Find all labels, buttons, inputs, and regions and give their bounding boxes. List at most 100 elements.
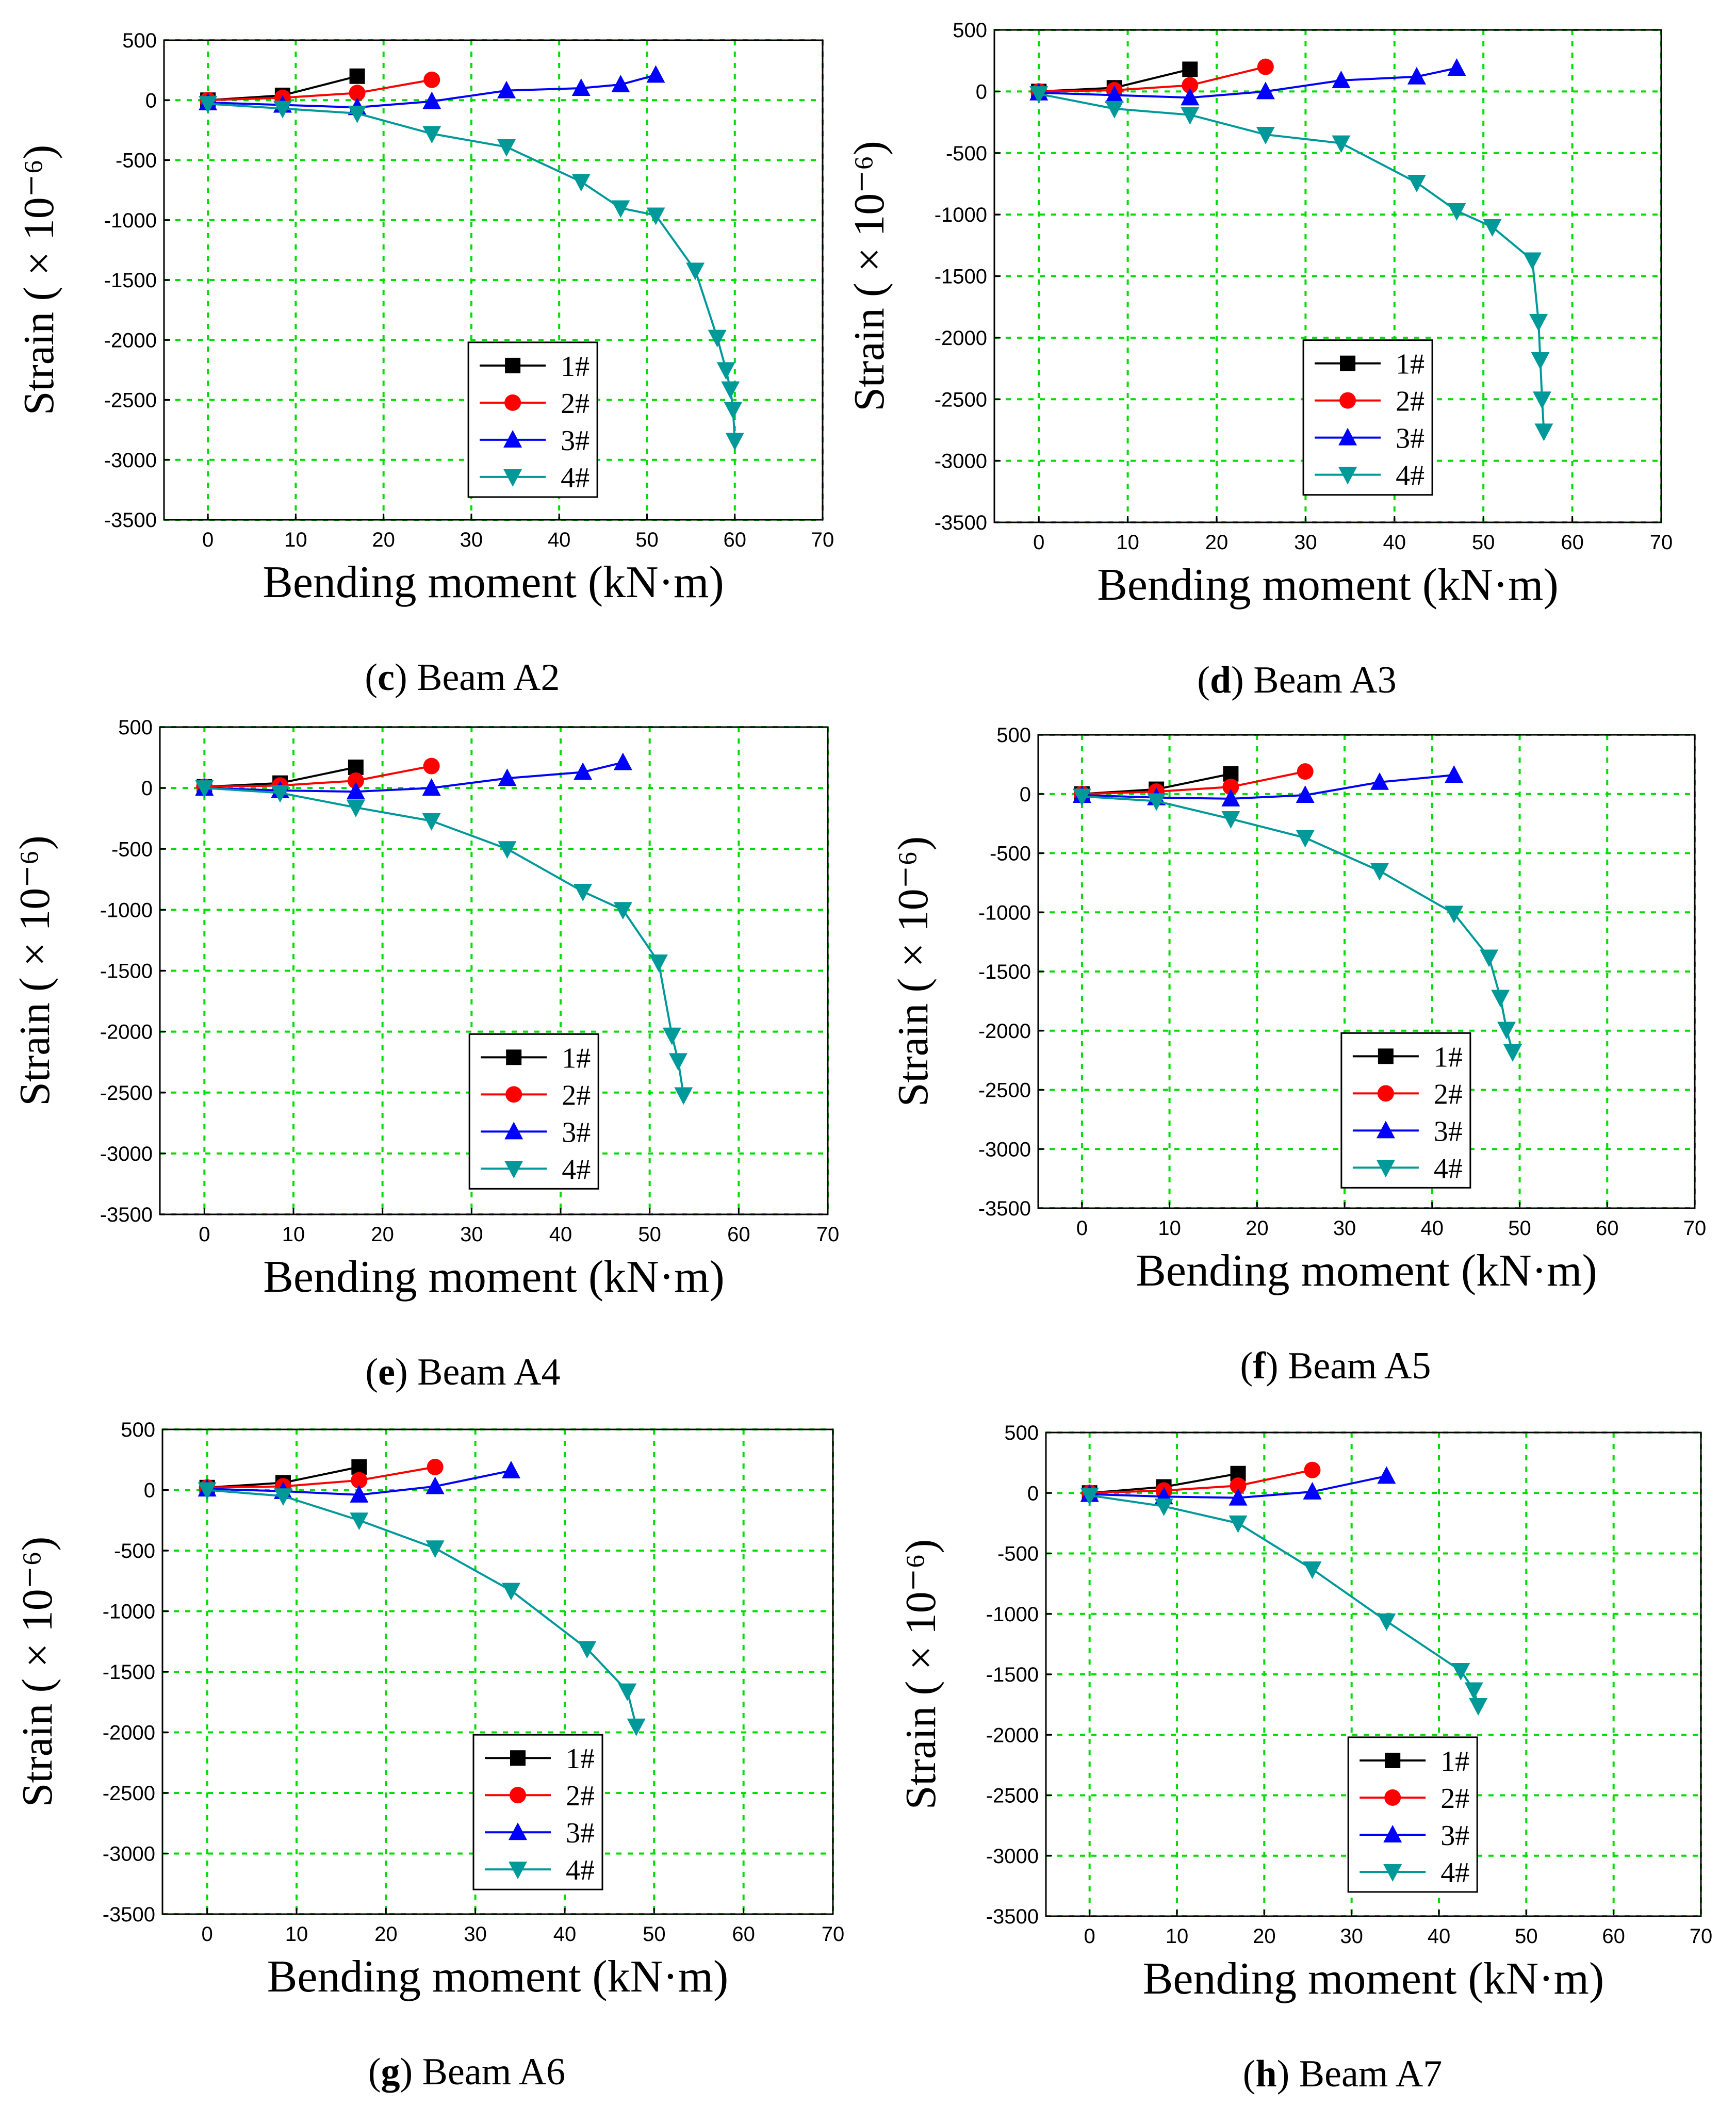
x-tick-label: 50 [638,1223,661,1246]
y-axis-title: Strain ( × 10⁻⁶) [889,836,937,1107]
x-tick-label: 0 [1033,531,1044,554]
x-tick-label: 50 [1515,1925,1538,1948]
legend-box [468,1033,599,1190]
y-axis-title: Strain ( × 10⁻⁶) [845,141,893,411]
data-point [1181,107,1200,125]
y-tick-label: -3500 [978,1197,1031,1220]
legend-marker [509,1862,527,1880]
data-point [423,758,440,775]
x-tick-label: 70 [1683,1217,1707,1240]
legend-entry: 4# [1352,1153,1463,1184]
legend-entry: 1# [1360,1746,1469,1777]
legend-label: 3# [1440,1820,1469,1852]
data-point [574,762,593,780]
legend-label: 2# [566,1780,595,1812]
legend-label: 3# [561,425,589,457]
data-point [1447,203,1466,221]
y-tick-label: -3000 [935,450,987,473]
chart-panel-h: 0 10 20 30 40 50 60 70 500 0 -500 -1000 -1500 -2000 -2… [897,1422,1712,2095]
x-axis-title: Bending moment (kN·m) [1136,1246,1597,1296]
caption-letter: e [378,1351,395,1393]
legend-marker [1338,427,1357,446]
series-line [204,765,432,788]
legend-entry: 2# [481,1079,591,1111]
data-point [1332,135,1351,153]
legend-label: 4# [566,1854,595,1886]
legend-entry: 4# [485,1854,595,1886]
data-point [273,101,292,119]
x-tick-label: 50 [1508,1217,1531,1240]
data-point [1497,1022,1516,1040]
data-point [1407,67,1426,85]
legend-marker [1377,1085,1394,1102]
legend-label: 2# [1396,386,1424,418]
data-point [351,1472,368,1489]
data-point [1072,788,1091,806]
legend-entry: 1# [481,1042,591,1074]
data-point [1407,175,1426,193]
series-3 [199,65,665,116]
chart-panel-d: 0 10 20 30 40 50 60 70 500 0 -500 -1000 -1500 -2000 -2… [845,19,1673,701]
x-tick-label: 20 [1205,531,1229,554]
data-point [1229,1488,1248,1506]
x-tick-label: 60 [732,1923,755,1946]
y-tick-label: -3000 [986,1845,1039,1868]
y-tick-label: -1500 [935,266,987,288]
data-point [422,126,441,144]
data-point [662,1027,681,1045]
x-tick-label: 10 [284,529,307,551]
caption-title: Beam A6 [422,2051,565,2093]
legend-label: 4# [1396,460,1424,492]
legend-marker [1383,1864,1402,1882]
data-point [1256,81,1275,100]
legend-entry: 4# [1315,460,1424,492]
data-point [1377,1613,1396,1631]
series-line [208,78,432,102]
y-tick-label: -3500 [103,1903,155,1926]
data-point [649,954,668,972]
x-tick-label: 40 [549,1223,572,1246]
legend-marker [504,1161,523,1179]
data-point [502,1460,520,1478]
data-point [1447,58,1466,76]
caption-letter: c [378,656,395,699]
caption-title: Beam A2 [417,656,560,699]
data-point [1154,1499,1173,1517]
data-point [1221,811,1240,829]
data-point [724,402,743,420]
x-tick-label: 20 [374,1923,398,1946]
legend-marker [1384,1789,1401,1806]
x-tick-label: 10 [1166,1925,1189,1948]
legend: 1# 2# 3# 4# [1340,1032,1471,1189]
legend-label: 1# [561,351,589,383]
data-point [427,1458,444,1475]
data-point [686,262,705,281]
x-tick-label: 30 [1333,1217,1356,1240]
legend-label: 1# [1440,1746,1469,1777]
series-line [208,74,657,109]
legend-box [1302,339,1433,496]
series-line [1082,770,1306,795]
data-point [1182,77,1199,94]
x-tick-label: 40 [553,1923,577,1946]
x-tick-label: 60 [1602,1925,1625,1948]
y-tick-label: 0 [141,777,153,800]
series-line [207,1466,436,1489]
legend-entry: 2# [480,388,589,420]
data-point [1464,1682,1483,1700]
data-point [498,768,517,786]
caption-letter: g [381,2051,400,2093]
data-point [348,105,367,123]
data-point [574,883,593,901]
data-point [1147,793,1166,811]
x-tick-label: 40 [1383,531,1406,554]
legend-label: 1# [1396,349,1424,381]
legend-entry: 1# [485,1743,595,1775]
x-tick-label: 0 [1084,1925,1095,1948]
x-tick-label: 30 [1340,1925,1363,1948]
data-point [1230,1477,1247,1494]
data-point [347,772,364,789]
data-point [425,1540,445,1558]
y-tick-label: -3500 [935,512,987,534]
x-tick-label: 50 [643,1923,666,1946]
